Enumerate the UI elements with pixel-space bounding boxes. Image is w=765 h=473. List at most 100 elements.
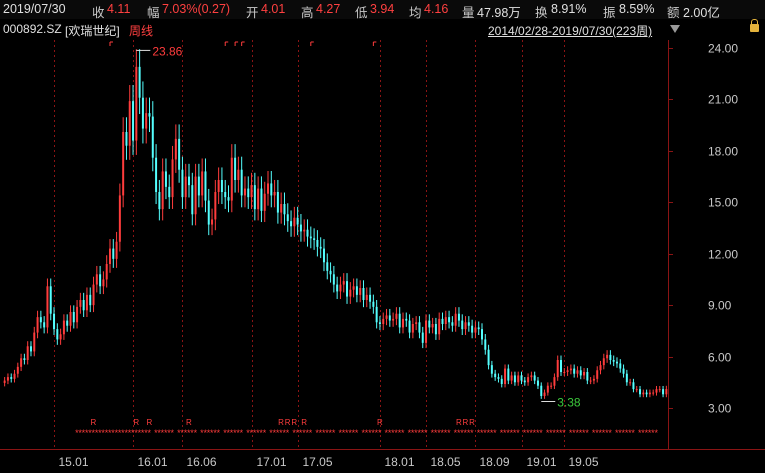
price-tick-label: 18.00: [708, 145, 738, 159]
event-marker-star: *: [292, 428, 296, 438]
event-marker-star: *: [569, 428, 573, 438]
event-marker-star: *: [217, 428, 221, 438]
event-marker-star: *: [325, 428, 329, 438]
candle-body: [6, 377, 9, 381]
candle-body: [178, 138, 181, 170]
candle-body: [108, 248, 111, 264]
candle-body: [474, 327, 477, 333]
event-marker-star: *: [227, 428, 231, 438]
top-event-marker: [224, 41, 229, 46]
event-marker-star: *: [417, 428, 421, 438]
time-tick-label: 18.01: [385, 455, 415, 469]
candle-body: [428, 320, 431, 328]
candle-body: [217, 180, 220, 192]
event-marker-star: *: [147, 428, 151, 438]
event-marker-star: *: [154, 428, 158, 438]
candle-body: [102, 279, 105, 287]
event-marker-star: *: [246, 428, 250, 438]
candle-body: [191, 185, 194, 215]
candle-body: [540, 385, 543, 396]
event-marker-star: *: [638, 428, 642, 438]
event-marker-star: *: [134, 428, 138, 438]
candle-body: [158, 192, 161, 210]
candle-body: [408, 320, 411, 333]
lock-icon[interactable]: [750, 19, 759, 32]
event-marker-star: *: [276, 428, 280, 438]
candle-body: [13, 373, 16, 379]
candle-body: [26, 346, 29, 360]
triangle-down-icon[interactable]: [670, 25, 680, 33]
candle-body: [550, 385, 553, 387]
candle-body: [29, 346, 32, 352]
candle-body: [115, 241, 118, 259]
candle-body: [372, 301, 375, 307]
candle-body: [76, 306, 79, 323]
candle-body: [36, 317, 39, 333]
candle-body: [33, 332, 36, 352]
event-marker-star: *: [315, 428, 319, 438]
candle-body: [530, 375, 533, 378]
event-marker-star: *: [200, 428, 204, 438]
candle-body: [415, 322, 418, 324]
event-marker-star: *: [631, 428, 635, 438]
candle-body: [454, 313, 457, 326]
event-marker-star: *: [556, 428, 560, 438]
event-marker-star: *: [408, 428, 412, 438]
candle-body: [43, 322, 46, 328]
candle-body: [72, 312, 75, 323]
event-marker-star: *: [319, 428, 323, 438]
event-marker-star: *: [546, 428, 550, 438]
candle-body: [247, 188, 250, 198]
event-marker-star: *: [124, 428, 128, 438]
candle-body: [326, 262, 329, 271]
candle-body: [171, 159, 174, 198]
event-marker-star: *: [394, 428, 398, 438]
amount-label: 额: [667, 6, 680, 20]
event-marker-star: *: [654, 428, 658, 438]
event-marker-star: *: [332, 428, 336, 438]
date-range[interactable]: 2014/02/28-2019/07/30(223周): [488, 24, 653, 38]
candle-body: [507, 368, 510, 381]
price-tick-label: 9.00: [708, 299, 732, 313]
candle-body: [352, 286, 355, 290]
candle-body: [619, 363, 622, 369]
event-marker-star: *: [240, 428, 244, 438]
candle-body: [543, 392, 546, 396]
candle-body: [168, 186, 171, 198]
candle-body: [586, 372, 589, 381]
candle-body: [346, 281, 349, 297]
event-marker-star: *: [184, 428, 188, 438]
period-selector[interactable]: 周线: [129, 24, 154, 38]
candle-body: [461, 320, 464, 330]
event-marker-star: *: [378, 428, 382, 438]
candle-body: [105, 264, 108, 280]
candle-body: [602, 358, 605, 366]
price-tick-label: 24.00: [708, 42, 738, 56]
amount-value: 2.00亿: [683, 6, 720, 20]
event-marker-star: *: [645, 428, 649, 438]
event-marker-star: *: [115, 428, 119, 438]
candle-body: [497, 377, 500, 379]
event-marker-star: *: [447, 428, 451, 438]
candle-body: [316, 240, 319, 247]
event-marker-star: *: [75, 428, 79, 438]
stock-symbol: 000892.SZ: [3, 22, 62, 36]
candle-body: [201, 171, 204, 196]
candle-body: [240, 169, 243, 196]
event-marker-star: *: [375, 428, 379, 438]
high-price-label: 23.86: [152, 44, 182, 58]
event-marker-star: *: [167, 428, 171, 438]
time-tick-label: 18.09: [480, 455, 510, 469]
event-marker-star: *: [391, 428, 395, 438]
candle-body: [214, 192, 217, 220]
event-marker-star: *: [398, 428, 402, 438]
candle-body: [606, 354, 609, 359]
price-tick-label: 3.00: [708, 402, 732, 416]
candle-body: [342, 281, 345, 285]
event-marker-star: *: [302, 428, 306, 438]
candle-body: [665, 388, 668, 395]
event-marker-star: *: [572, 428, 576, 438]
candle-body: [457, 313, 460, 321]
event-marker-r: R: [463, 418, 469, 427]
